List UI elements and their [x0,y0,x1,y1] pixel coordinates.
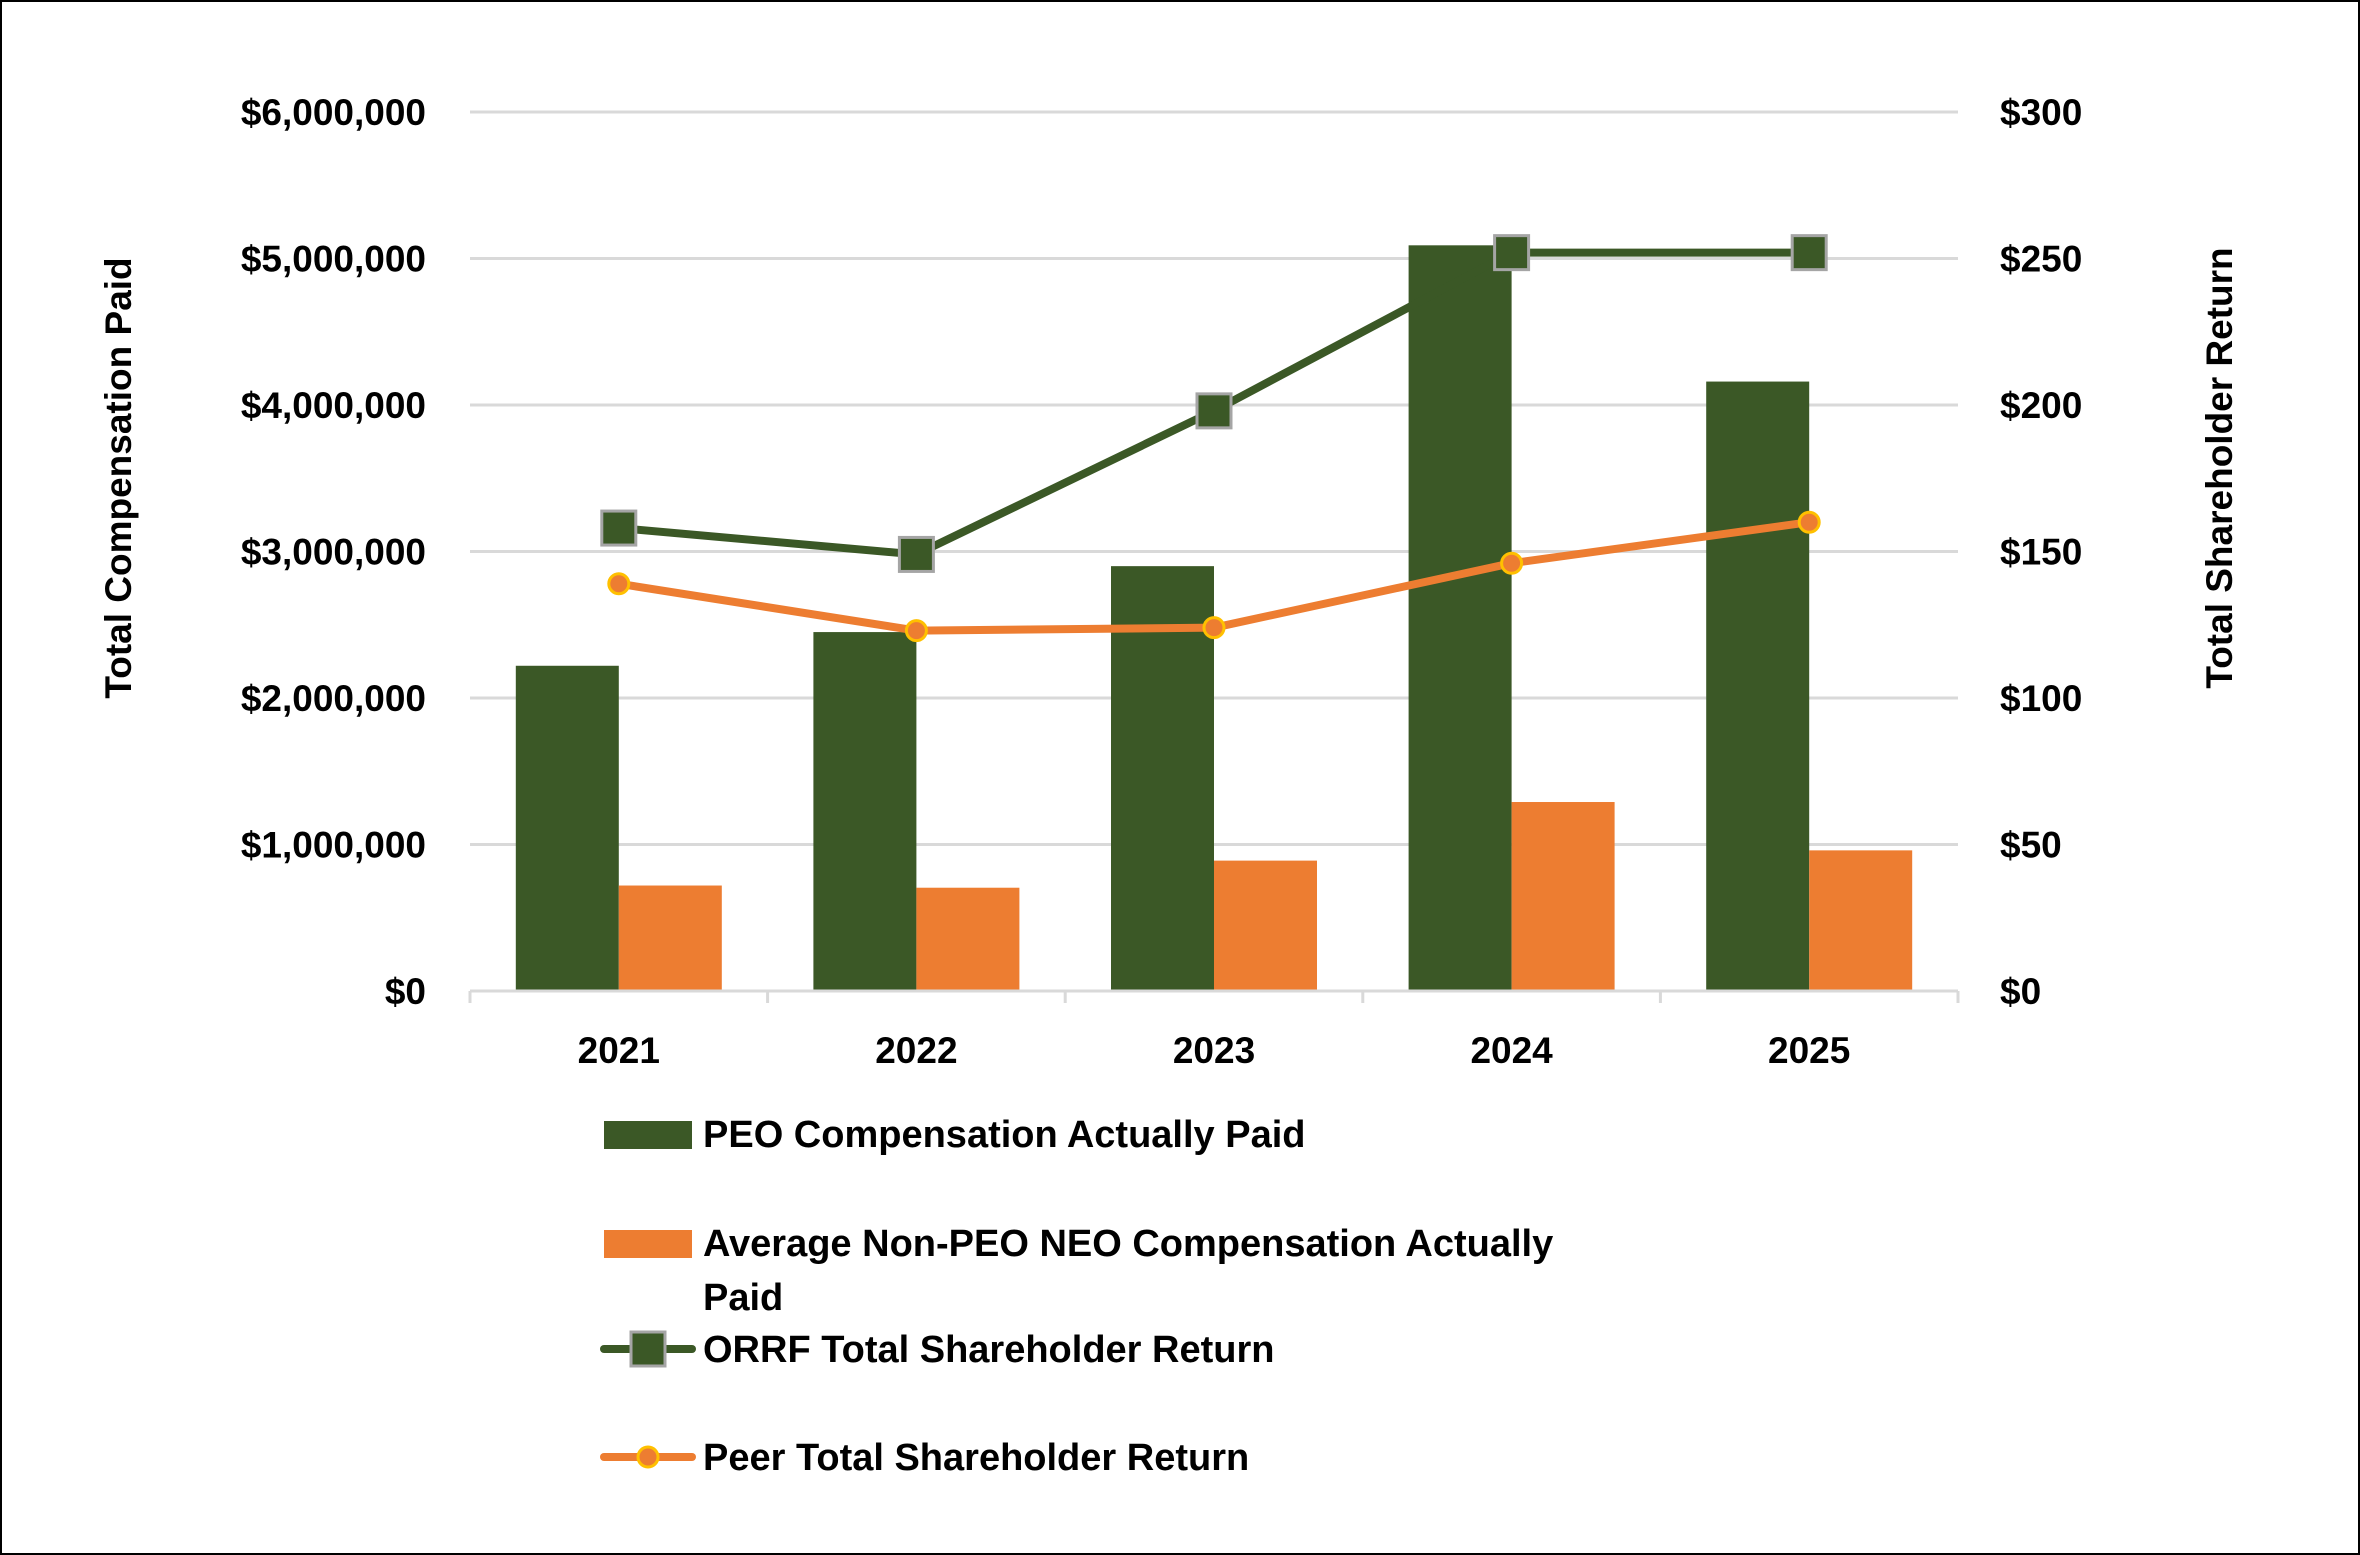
marker-peer-tsr [607,572,631,596]
y2-tick-label: $200 [2000,385,2082,426]
marker-orrf-tsr [1790,234,1828,272]
legend-swatch-peo [604,1121,692,1149]
legend-swatch-non-peo [604,1230,692,1258]
legend-item: Peer Total Shareholder Return [600,1437,1249,1479]
bar-peo-compensation [515,665,619,991]
y-tick-label: $2,000,000 [241,678,426,719]
y2-axis-ticks: $0 $50 $100 $150 $200 $250 $300 [2000,92,2082,1012]
bar-peo-compensation [1408,245,1512,991]
legend-item: Average Non-PEO NEO Compensation Actuall… [604,1223,1553,1319]
marker-peer-tsr [904,619,928,643]
legend-item: ORRF Total Shareholder Return [600,1329,1274,1371]
marker-peer-tsr [636,1445,660,1469]
marker-orrf-tsr [1195,392,1233,430]
y-axis-ticks: $0 $1,000,000 $2,000,000 $3,000,000 $4,000,0… [241,92,426,1012]
legend-label: PEO Compensation Actually Paid [703,1114,1306,1156]
bar-non-peo-compensation [1809,850,1913,991]
y2-tick-label: $0 [2000,971,2041,1012]
marker-orrf-tsr [600,509,638,547]
bar-peo-compensation [1706,381,1810,991]
bar-peo-compensation [813,632,917,991]
y-tick-label: $4,000,000 [241,385,426,426]
line-series [600,234,1828,643]
x-axis [468,989,1960,1003]
bar-non-peo-compensation [1214,860,1317,991]
y-axis-title: Total Compensation Paid [98,257,139,698]
marker-orrf-tsr [629,1330,667,1368]
y2-tick-label: $50 [2000,825,2062,866]
bar-peo-compensation [1111,566,1214,991]
marker-orrf-tsr [897,535,935,573]
y-tick-label: $0 [385,971,426,1012]
legend: PEO Compensation Actually Paid Average No… [600,1114,1553,1479]
legend-label: ORRF Total Shareholder Return [703,1329,1274,1371]
x-tick-label: 2023 [1173,1030,1255,1071]
x-tick-label: 2025 [1768,1030,1850,1071]
marker-peer-tsr [1202,616,1226,640]
marker-peer-tsr [1797,510,1821,534]
bar-non-peo-compensation [1511,802,1615,991]
y-tick-label: $1,000,000 [241,825,426,866]
bar-non-peo-compensation [916,887,1020,991]
y2-tick-label: $300 [2000,92,2082,133]
bar-series [515,245,1913,991]
marker-peer-tsr [1500,551,1524,575]
y2-tick-label: $100 [2000,678,2082,719]
y2-tick-label: $150 [2000,532,2082,573]
legend-item: PEO Compensation Actually Paid [604,1114,1306,1156]
marker-orrf-tsr [1493,234,1531,272]
legend-label: Paid [703,1277,783,1319]
y-tick-label: $5,000,000 [241,239,426,280]
bar-non-peo-compensation [618,885,722,991]
legend-label: Peer Total Shareholder Return [703,1437,1249,1479]
legend-label: Average Non-PEO NEO Compensation Actuall… [703,1223,1553,1265]
x-tick-label: 2021 [578,1030,660,1071]
y-tick-label: $3,000,000 [241,532,426,573]
y-tick-label: $6,000,000 [241,92,426,133]
y2-axis-title: Total Shareholder Return [2199,247,2240,688]
x-tick-label: 2024 [1470,1030,1553,1071]
x-tick-label: 2022 [875,1030,957,1071]
x-axis-ticks: 2021 2022 2023 2024 2025 [578,1030,1851,1071]
y2-tick-label: $250 [2000,239,2082,280]
